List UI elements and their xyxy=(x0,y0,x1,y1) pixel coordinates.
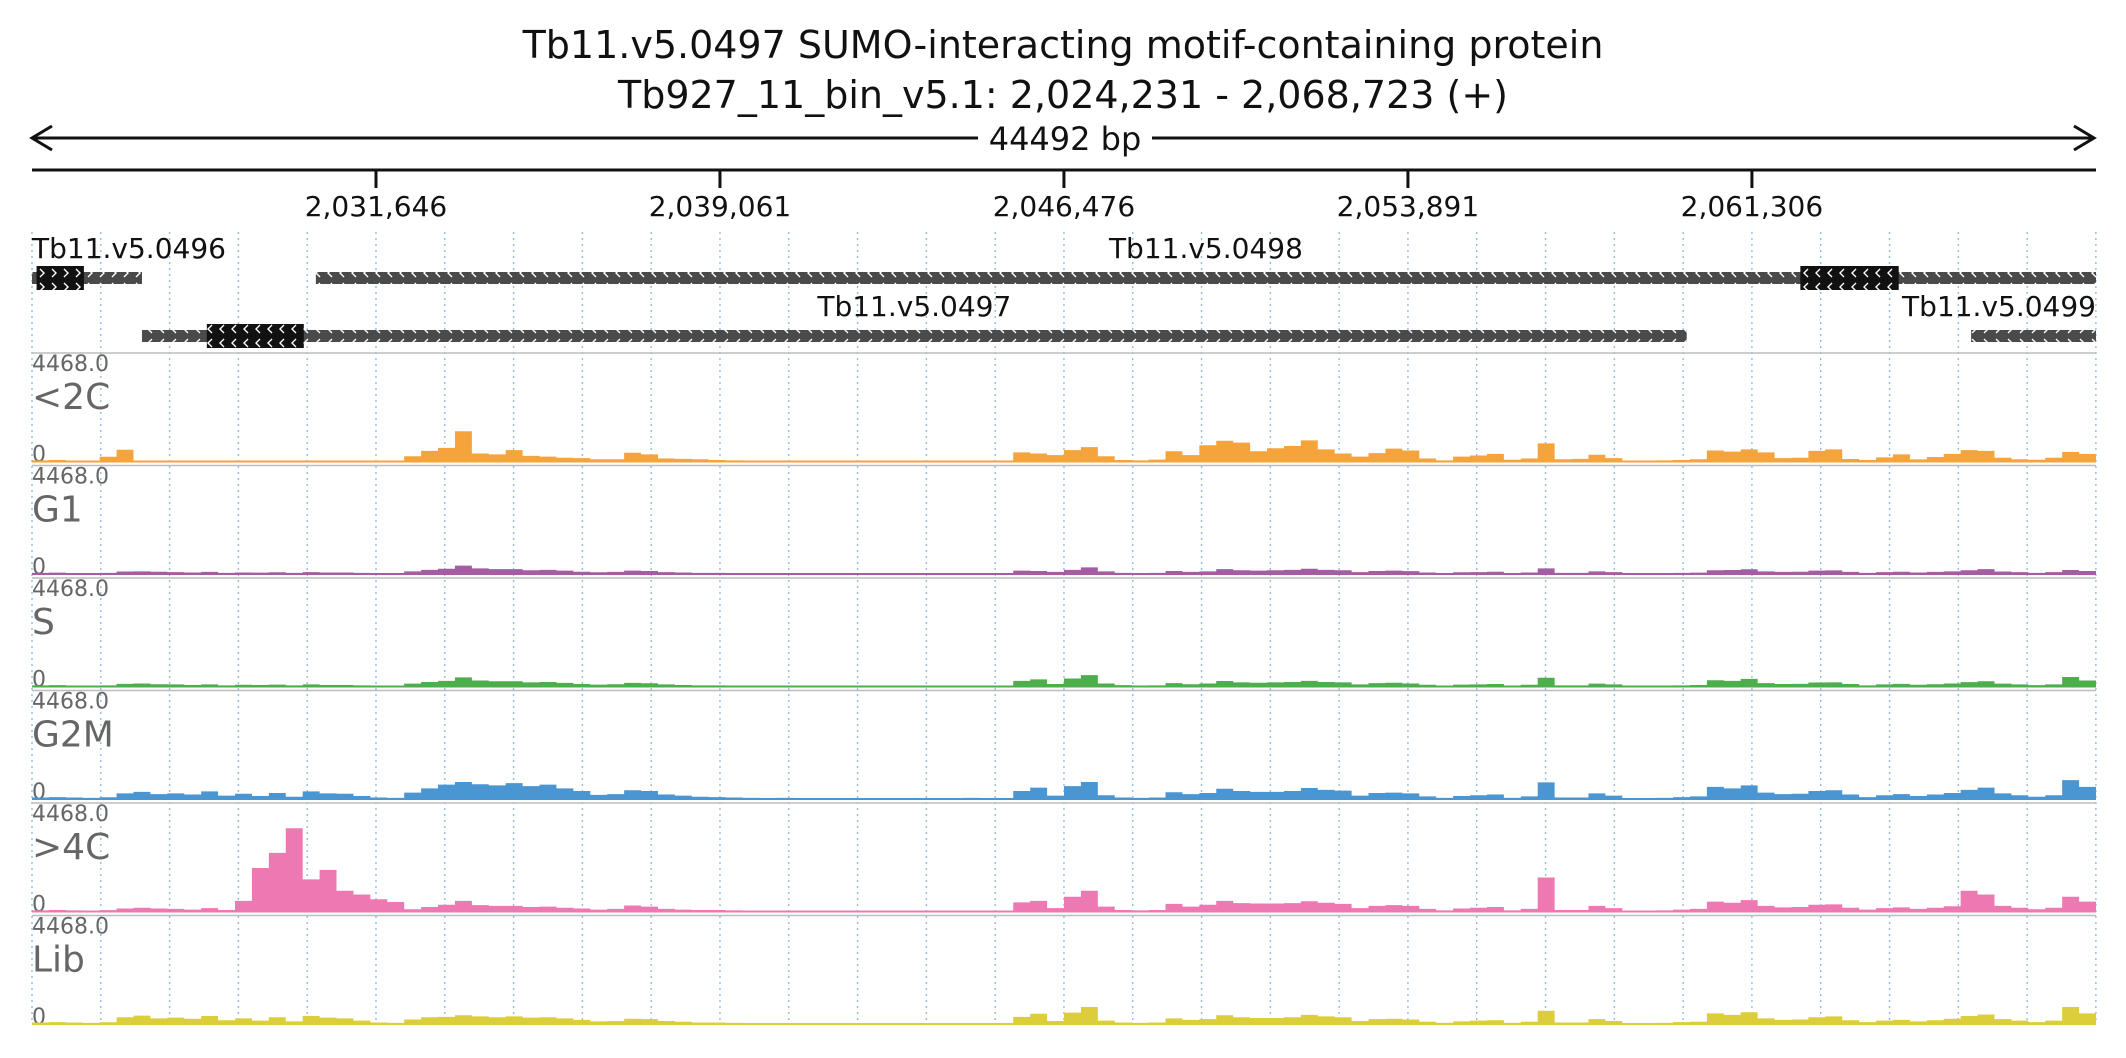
coverage-tracks: 4468.0<2C04468.0G104468.0S04468.0G2M0446… xyxy=(32,352,2096,1030)
track-y-max-label: 4468.0 xyxy=(32,577,109,602)
gene-label: Tb11.v5.0497 xyxy=(816,290,1011,323)
gene-cds-arrows xyxy=(206,324,304,348)
coverage-area xyxy=(32,431,2096,462)
coverage-area xyxy=(32,565,2096,574)
track-y-max-label: 4468.0 xyxy=(32,690,109,715)
x-tick-label: 2,046,476 xyxy=(993,190,1136,223)
coverage-track: 4468.0>4C0 xyxy=(32,802,2096,918)
track-y-max-label: 4468.0 xyxy=(32,352,109,377)
gene-feature: Tb11.v5.0498 xyxy=(315,232,2096,290)
gene-feature: Tb11.v5.0497 xyxy=(141,290,1687,348)
gene-label: Tb11.v5.0498 xyxy=(1108,232,1303,265)
track-name: G2M xyxy=(32,715,114,756)
coverage-area xyxy=(32,1006,2096,1024)
track-y-max-label: 4468.0 xyxy=(32,465,109,490)
x-axis-ticks: 2,031,646 2,039,061 2,046,476 2,053,891 2,06… xyxy=(305,170,1823,223)
gene-label: Tb11.v5.0496 xyxy=(31,232,226,265)
gene-strand-arrows xyxy=(315,272,2096,284)
coverage-area xyxy=(32,780,2096,799)
track-y-min-label: 0 xyxy=(32,1005,46,1030)
track-name: G1 xyxy=(32,490,83,531)
coverage-area xyxy=(32,828,2096,912)
gene-feature: Tb11.v5.0496 xyxy=(31,232,226,290)
coverage-area xyxy=(32,675,2096,687)
track-name: <2C xyxy=(32,377,110,418)
span-left-arrowhead xyxy=(29,124,53,152)
gene-feature: Tb11.v5.0499 xyxy=(1901,290,2096,342)
chart-subtitle: Tb927_11_bin_v5.1: 2,024,231 - 2,068,723… xyxy=(617,73,1508,117)
gene-cds-arrows xyxy=(36,266,84,290)
span-right-arrowhead xyxy=(2073,124,2097,152)
gene-label: Tb11.v5.0499 xyxy=(1901,290,2096,323)
track-name: Lib xyxy=(32,940,85,981)
span-indicator: 44492 bp xyxy=(29,120,2097,158)
chart-title: Tb11.v5.0497 SUMO-interacting motif-cont… xyxy=(522,23,1604,67)
track-y-max-label: 4468.0 xyxy=(32,802,109,827)
track-y-max-label: 4468.0 xyxy=(32,915,109,940)
x-tick-label: 2,031,646 xyxy=(305,190,448,223)
coverage-track: 4468.0S0 xyxy=(32,577,2096,693)
x-tick-label: 2,061,306 xyxy=(1681,190,1824,223)
span-label: 44492 bp xyxy=(989,120,1142,158)
gene-strand-arrows xyxy=(141,330,1687,342)
track-name: S xyxy=(32,602,55,643)
gene-cds-arrows xyxy=(1800,266,1899,290)
coverage-track: 4468.0<2C0 xyxy=(32,352,2096,468)
x-tick-label: 2,053,891 xyxy=(1337,190,1480,223)
gene-strand-arrows xyxy=(1971,330,2096,342)
track-name: >4C xyxy=(32,827,110,868)
x-tick-label: 2,039,061 xyxy=(649,190,792,223)
gene-annotation-track: Tb11.v5.0496 Tb11.v5.0498 Tb11.v5.0497 Tb11… xyxy=(31,232,2096,348)
